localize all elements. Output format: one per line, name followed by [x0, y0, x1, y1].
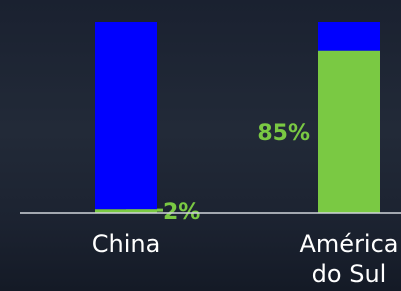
page: 2%85% (() => { const data = JSON.parse(d…: [0, 0, 401, 291]
bar-segment: [318, 22, 380, 51]
bar-segment: [318, 51, 380, 213]
data-label: 85%: [257, 121, 310, 146]
x-tick-label: China: [66, 229, 186, 259]
bar-segment: [95, 22, 157, 209]
x-tick-label: América do Sul: [289, 229, 401, 289]
